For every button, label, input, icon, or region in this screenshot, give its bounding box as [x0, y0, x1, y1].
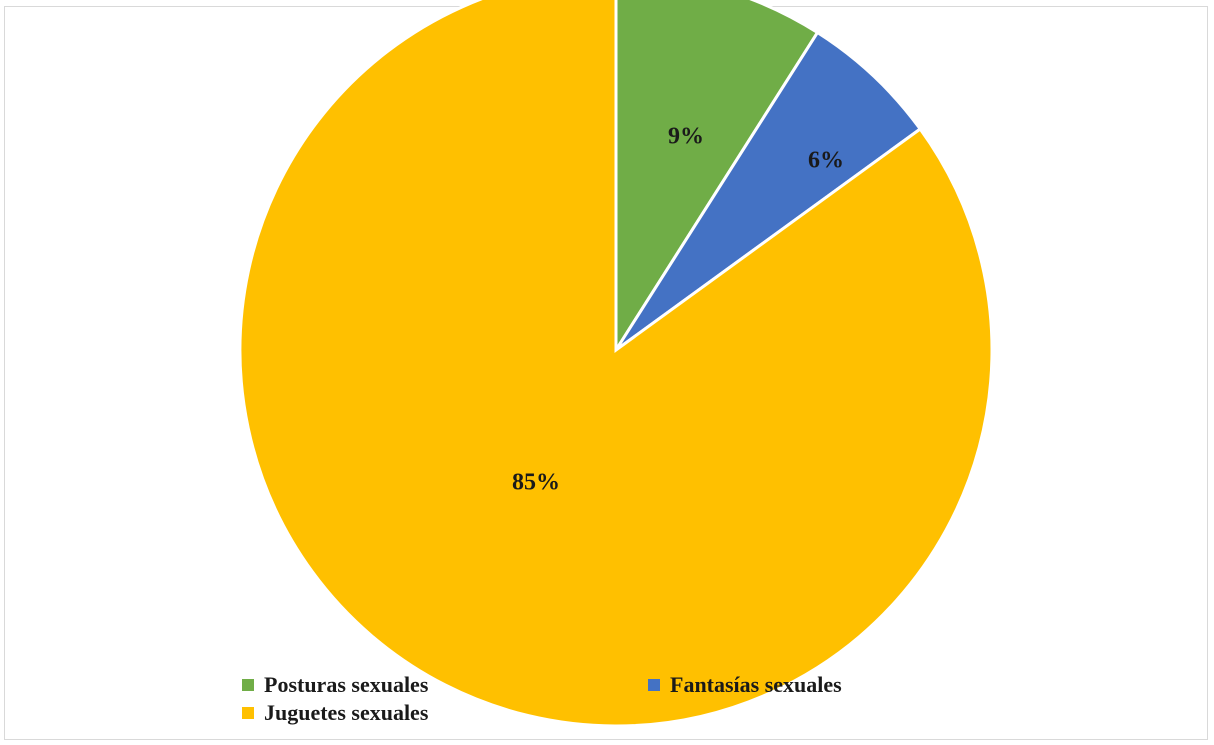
slice-label-fantasias: 6%: [808, 148, 844, 174]
pie-slice-posturas: [614, 0, 820, 356]
slice-label-juguetes: 85%: [512, 470, 560, 496]
pie-slice-fantasias: [614, 30, 923, 352]
pie-slice-juguetes: [238, 0, 994, 728]
slice-label-posturas: 9%: [668, 124, 704, 150]
